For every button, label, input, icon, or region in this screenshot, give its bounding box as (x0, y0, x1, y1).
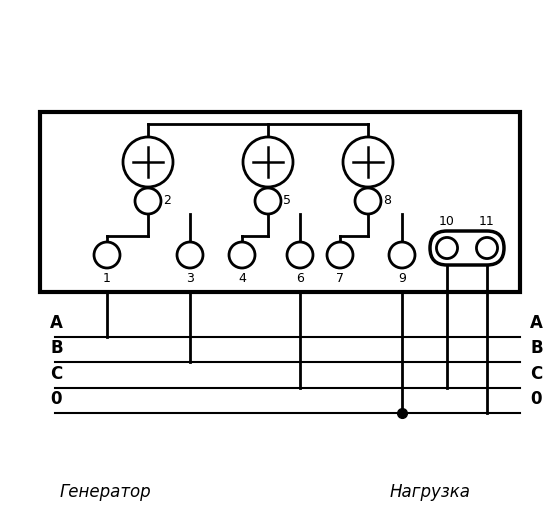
Circle shape (123, 137, 173, 187)
Circle shape (389, 242, 415, 268)
Circle shape (135, 188, 161, 214)
Text: 6: 6 (296, 272, 304, 285)
Text: A: A (530, 314, 543, 332)
Circle shape (243, 137, 293, 187)
Circle shape (229, 242, 255, 268)
Text: 1: 1 (103, 272, 111, 285)
Text: 11: 11 (479, 215, 495, 228)
Text: B: B (50, 339, 62, 357)
Circle shape (287, 242, 313, 268)
Circle shape (343, 137, 393, 187)
Circle shape (355, 188, 381, 214)
Circle shape (177, 242, 203, 268)
Circle shape (327, 242, 353, 268)
Text: 7: 7 (336, 272, 344, 285)
Text: Генератор: Генератор (60, 483, 152, 501)
Text: 3: 3 (186, 272, 194, 285)
Text: 8: 8 (383, 195, 391, 207)
Text: 5: 5 (283, 195, 291, 207)
Circle shape (255, 188, 281, 214)
Text: A: A (50, 314, 63, 332)
Text: Нагрузка: Нагрузка (390, 483, 471, 501)
Text: B: B (530, 339, 543, 357)
Text: 2: 2 (163, 195, 171, 207)
Bar (40, 112, 520, 292)
Text: 4: 4 (238, 272, 246, 285)
Circle shape (437, 237, 458, 259)
Text: 0: 0 (50, 390, 61, 408)
Text: 10: 10 (439, 215, 455, 228)
Text: 0: 0 (530, 390, 542, 408)
Text: C: C (50, 365, 62, 383)
Text: C: C (530, 365, 542, 383)
FancyBboxPatch shape (430, 231, 504, 265)
Text: 9: 9 (398, 272, 406, 285)
Circle shape (94, 242, 120, 268)
Circle shape (476, 237, 497, 259)
